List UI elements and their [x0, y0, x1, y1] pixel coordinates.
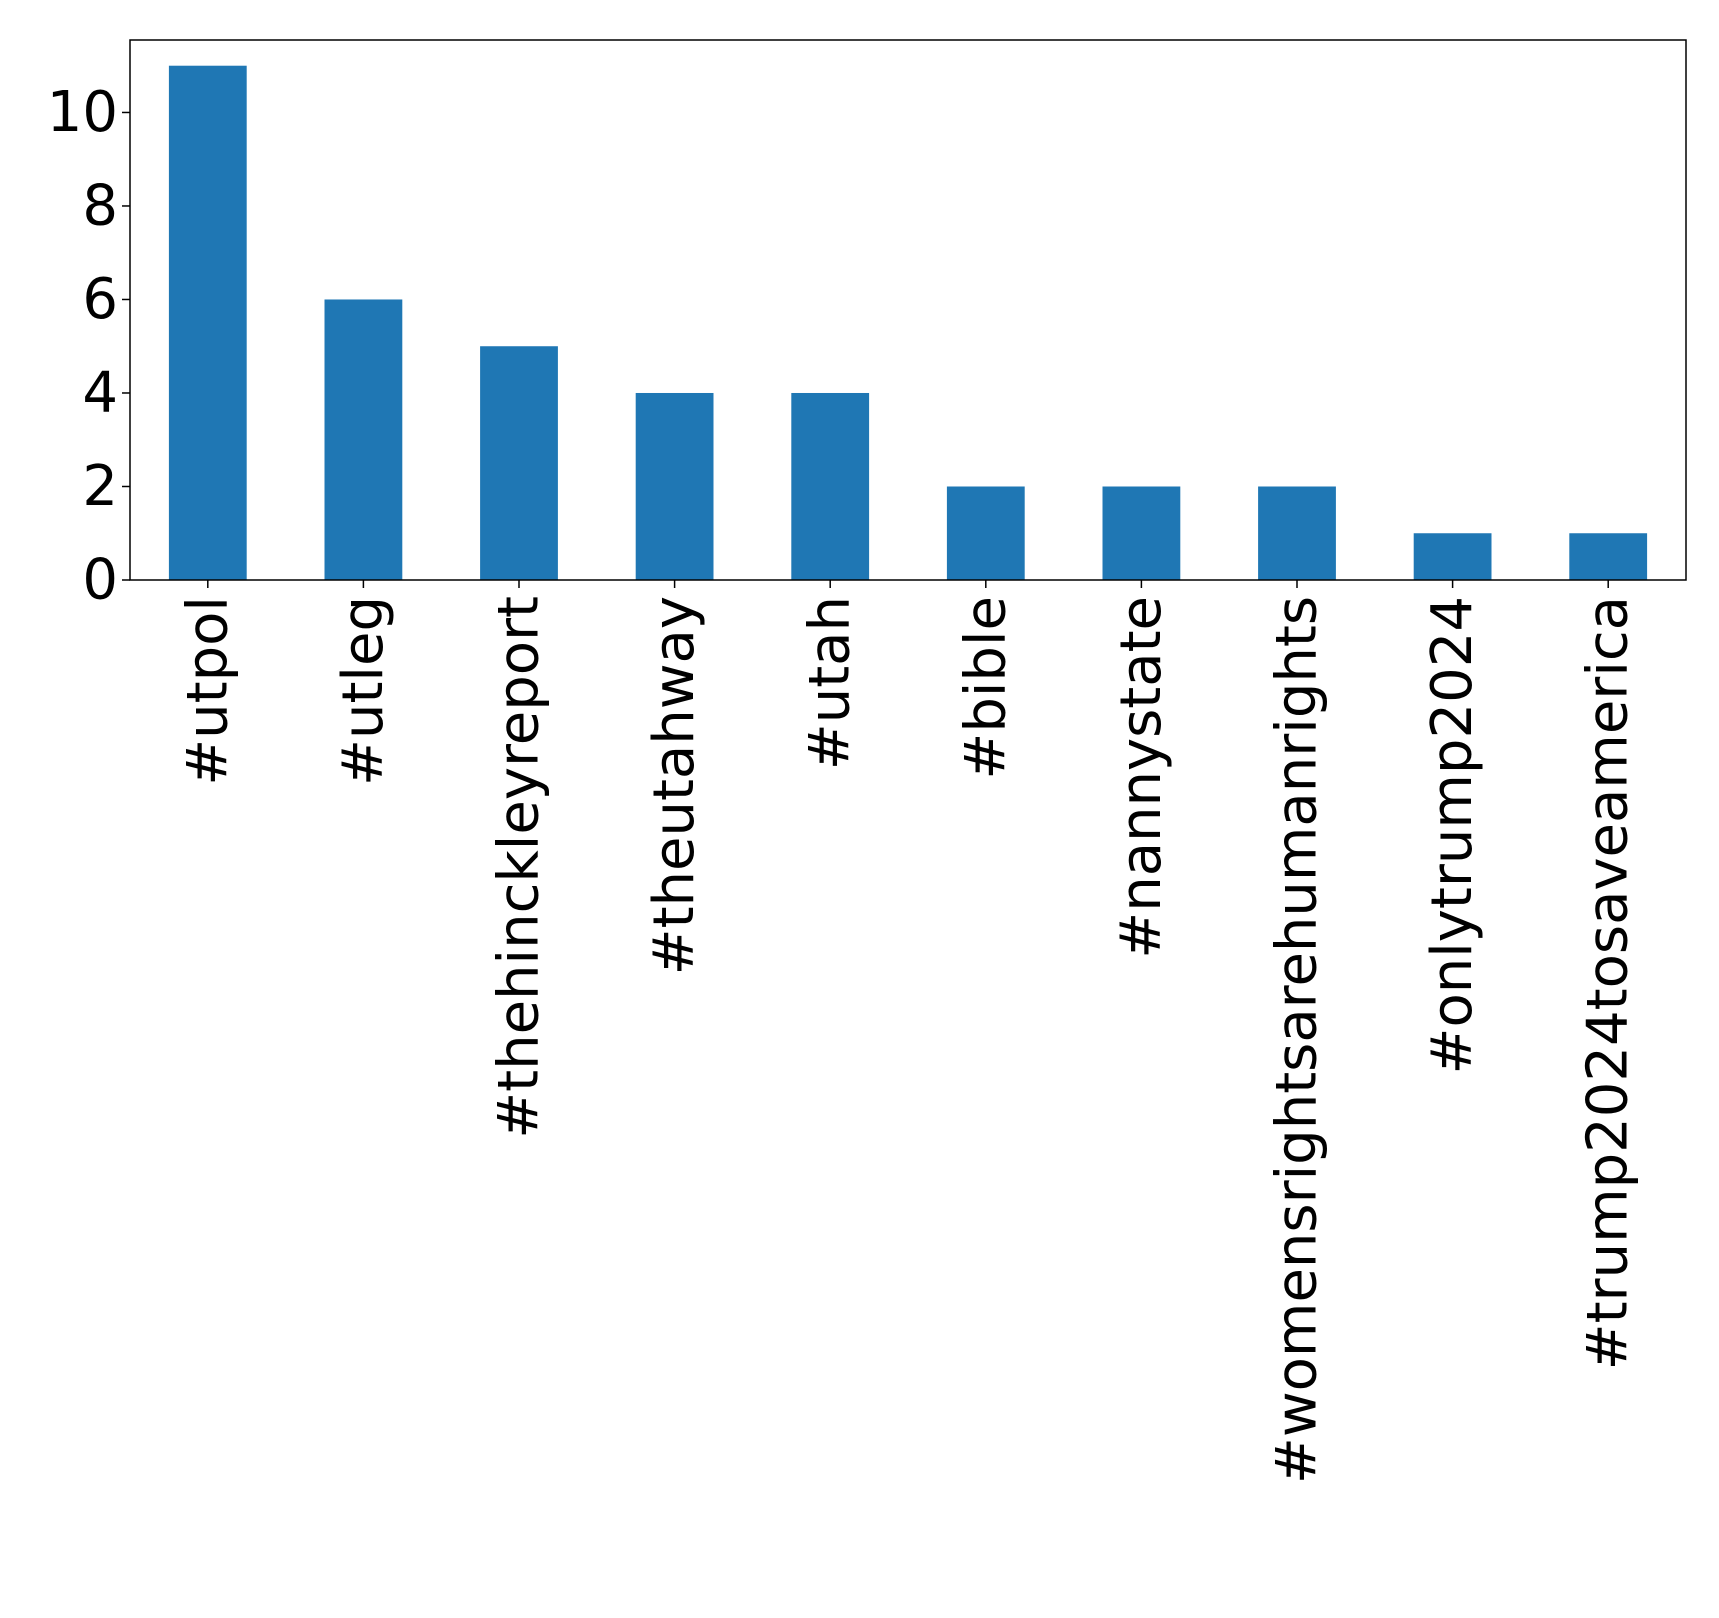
bar-trump2024tosaveamerica — [1569, 533, 1648, 580]
x-axis: #utpol #utleg #thehinckleyreport #theutahwa… — [175, 580, 1641, 1484]
y-tick-label: 0 — [82, 548, 118, 613]
x-tick-label: #bible — [953, 596, 1018, 780]
x-tick-label: #nannystate — [1109, 596, 1174, 959]
y-axis: 0 2 4 6 8 10 — [47, 80, 130, 613]
bar-utpol — [168, 65, 247, 580]
y-tick-label: 8 — [82, 173, 118, 238]
y-tick-label: 10 — [47, 80, 118, 145]
x-tick-label: #utah — [798, 596, 863, 770]
bar-theutahway — [635, 392, 714, 580]
x-tick-label: #womensrightsarehumanrights — [1265, 596, 1330, 1484]
y-tick-label: 6 — [82, 267, 118, 332]
x-tick-label: #thehinckleyreport — [487, 596, 552, 1139]
plot-frame — [129, 39, 1687, 581]
x-tick-label: #trump2024tosaveamerica — [1576, 596, 1641, 1370]
x-tick-label: #theutahway — [642, 596, 707, 975]
bar-bible — [946, 486, 1025, 580]
y-tick-label: 2 — [82, 454, 118, 519]
bar-utleg — [324, 299, 403, 580]
x-tick-label: #onlytrump2024 — [1420, 596, 1485, 1074]
bar-womensrightsarehumanrights — [1258, 486, 1336, 580]
bar-nannystate — [1102, 486, 1181, 580]
y-tick-label: 4 — [82, 360, 118, 425]
bars-layer — [168, 65, 1648, 580]
bar-thehinckleyreport — [480, 346, 558, 580]
x-tick-label: #utleg — [331, 596, 396, 786]
x-tick-label: #utpol — [175, 596, 240, 786]
bar-utah — [791, 392, 870, 580]
bar-onlytrump2024 — [1413, 533, 1492, 580]
